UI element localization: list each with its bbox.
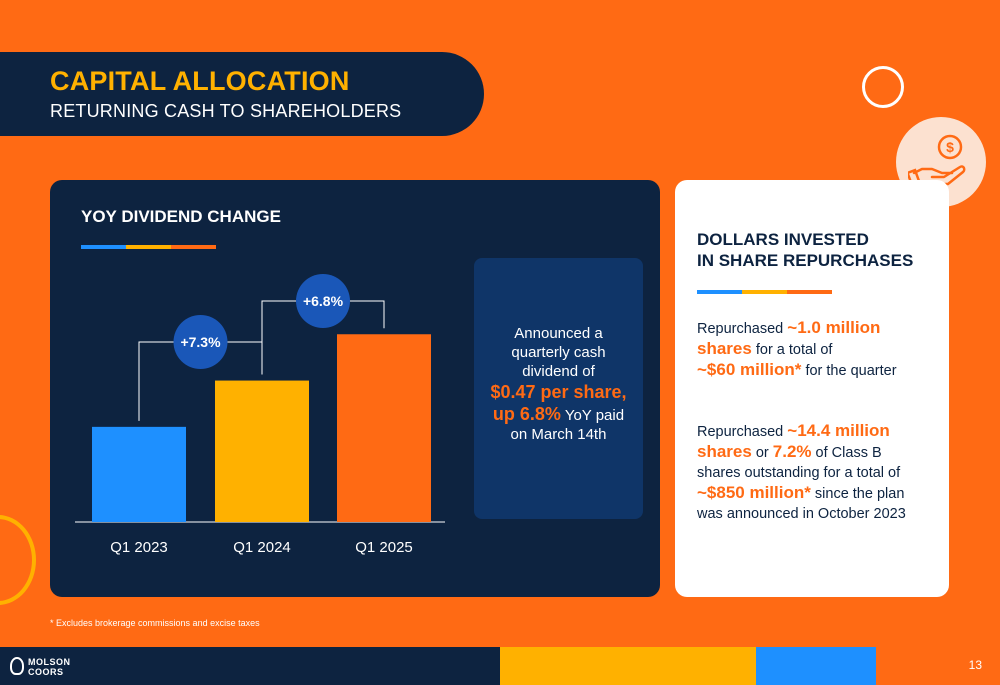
bar-q1-2023 (92, 426, 186, 522)
repurchase-rule-yellow (742, 290, 787, 294)
repurchase-quarter-text: Repurchased ~1.0 million shares for a to… (697, 318, 937, 381)
announce-line3: dividend of (522, 363, 595, 380)
announce-line4: YoY paid (560, 407, 625, 424)
annotation-bracket-right (349, 300, 385, 329)
annotation-badge (173, 315, 228, 369)
footnote: * Excludes brokerage commissions and exc… (50, 618, 260, 628)
announce-highlight-change: up 6.8% (492, 404, 561, 424)
dividend-announcement-box: Announced a quarterly cash dividend of $… (474, 258, 643, 519)
repurchase-panel (675, 180, 949, 597)
rp-text4: shares outstanding for a total of (697, 465, 901, 481)
rq-highlight-amount: ~$60 million* (697, 360, 802, 379)
bar-q1-2024 (215, 380, 309, 522)
rp-highlight-percent: 7.2% (772, 442, 812, 461)
rq-text2: for a total of (751, 342, 833, 358)
announce-highlight-amount: $0.47 per share, (490, 382, 627, 402)
annotation-bracket-left (261, 300, 297, 375)
rq-highlight-shares-word: shares (697, 339, 752, 358)
x-tick-label: Q1 2025 (355, 539, 413, 556)
rp-highlight-shares-word: shares (697, 442, 752, 461)
rp-text3: of Class B (811, 445, 882, 461)
footer-segment-navy (0, 647, 500, 685)
decorative-ring-white (862, 66, 904, 108)
logo-line1: MOLSON (28, 657, 71, 667)
annotation-bracket-left (138, 341, 175, 421)
heading-rule-orange (171, 245, 216, 249)
footer-segment-yellow (500, 647, 756, 685)
title-banner (0, 52, 484, 136)
x-tick-label: Q1 2023 (110, 539, 168, 556)
rp-text6: was announced in October 2023 (697, 506, 906, 522)
page-subtitle: RETURNING CASH TO SHAREHOLDERS (50, 101, 402, 121)
announce-line2: quarterly cash (511, 344, 606, 361)
rq-text1: Repurchased (697, 321, 788, 337)
repurchase-rule-orange (787, 290, 832, 294)
molson-coors-logo-icon (10, 657, 24, 675)
repurchase-heading-line2: IN SHARE REPURCHASES (697, 251, 914, 270)
rp-text5: since the plan (810, 486, 905, 502)
announce-line1: Announced a (514, 325, 603, 342)
page-number: 13 (968, 658, 982, 672)
annotation-label: +7.3% (180, 334, 221, 350)
footer-bar (0, 647, 1000, 685)
rp-highlight-amount: ~$850 million* (697, 483, 811, 502)
logo-line2: COORS (28, 667, 64, 677)
annotation-label: +6.8% (303, 293, 344, 309)
rq-text3: for the quarter (801, 363, 897, 379)
repurchase-heading-line1: DOLLARS INVESTED (697, 230, 869, 249)
heading-rule-yellow (126, 245, 171, 249)
heading-rule-blue (81, 245, 126, 249)
page-title: CAPITAL ALLOCATION (50, 66, 350, 96)
footer-segment-orange (876, 647, 1000, 685)
announce-line5: on March 14th (510, 426, 607, 443)
rq-highlight-shares: ~1.0 million (787, 318, 881, 337)
svg-text:$: $ (946, 139, 954, 155)
annotation-badge (296, 274, 350, 328)
molson-coors-logo: MOLSON COORS (28, 657, 71, 677)
footer-segment-blue (756, 647, 876, 685)
repurchase-program-text: Repurchased ~14.4 million shares or 7.2%… (697, 421, 937, 524)
bar-q1-2025 (337, 334, 431, 522)
rp-text2: or (751, 445, 773, 461)
repurchase-rule-blue (697, 290, 742, 294)
annotation-bracket-right (226, 341, 263, 375)
repurchase-heading: DOLLARS INVESTED IN SHARE REPURCHASES (697, 229, 913, 271)
rp-text1: Repurchased (697, 424, 788, 440)
dividend-heading: YOY DIVIDEND CHANGE (81, 207, 281, 226)
rp-highlight-shares: ~14.4 million (787, 421, 890, 440)
x-tick-label: Q1 2024 (233, 539, 291, 556)
